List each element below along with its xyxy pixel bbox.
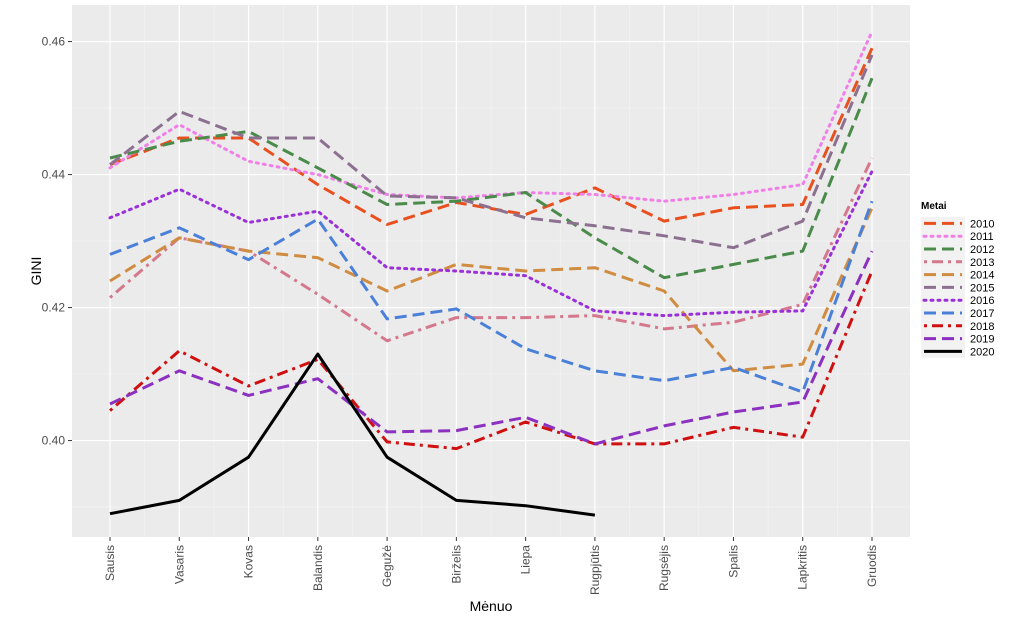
- legend-label-2016: 2016: [970, 295, 994, 307]
- x-tick-label: Vasaris: [172, 545, 186, 584]
- legend-label-2012: 2012: [970, 244, 994, 256]
- series-line-2011: [108, 30, 874, 203]
- legend-label-2010: 2010: [970, 218, 994, 230]
- legend-key-bg-2011: [921, 229, 965, 243]
- y-tick-label: 0.42: [42, 301, 66, 315]
- y-axis-ticks: 0.40 0.42 0.44 0.46: [42, 35, 72, 448]
- y-tick-label: 0.46: [42, 35, 66, 49]
- x-axis-title: Mėnuo: [470, 598, 513, 614]
- legend-label-2013: 2013: [970, 257, 994, 269]
- legend-label-2014: 2014: [970, 270, 994, 282]
- x-axis-ticks: Sausis Vasaris Kovas Balandis Gegužė Birželis…: [103, 537, 879, 595]
- x-tick-label: Birželis: [449, 545, 463, 584]
- x-tick-label: Gruodis: [865, 545, 879, 587]
- x-tick-label: Rugpjūtis: [588, 545, 602, 595]
- legend: Metai 2010201120122013201420152016201720…: [921, 201, 994, 358]
- legend-key-bg-2016: [921, 293, 965, 307]
- y-tick-label: 0.40: [42, 434, 66, 448]
- x-tick-label: Kovas: [242, 545, 256, 578]
- series-line-2019: [109, 250, 874, 446]
- x-tick-label: Balandis: [311, 545, 325, 591]
- x-tick-label: Lapkritis: [796, 545, 810, 590]
- legend-title: Metai: [921, 201, 947, 212]
- series-line-2018: [109, 270, 874, 451]
- y-tick-label: 0.44: [42, 168, 66, 182]
- series-line-2020: [109, 352, 596, 517]
- series-line-2015: [109, 54, 874, 250]
- legend-label-2019: 2019: [970, 334, 994, 346]
- series-line-2010: [109, 47, 874, 226]
- y-axis-title: GINI: [28, 257, 44, 286]
- legend-label-2011: 2011: [970, 231, 994, 243]
- legend-label-2015: 2015: [970, 282, 994, 294]
- x-tick-label: Spalis: [726, 545, 740, 578]
- x-tick-label: Sausis: [103, 545, 117, 581]
- series-lines: [108, 30, 874, 517]
- x-tick-label: Liepa: [519, 545, 533, 575]
- x-tick-label: Rugsėjis: [657, 545, 671, 591]
- legend-label-2017: 2017: [970, 308, 994, 320]
- series-line-2016: [108, 169, 874, 318]
- major-gridlines: [72, 5, 910, 537]
- series-line-2017: [109, 200, 874, 394]
- legend-label-2018: 2018: [970, 321, 994, 333]
- legend-label-2020: 2020: [970, 346, 994, 358]
- series-line-2014: [109, 207, 874, 373]
- series-line-2013: [109, 157, 874, 343]
- x-tick-label: Gegužė: [380, 545, 394, 587]
